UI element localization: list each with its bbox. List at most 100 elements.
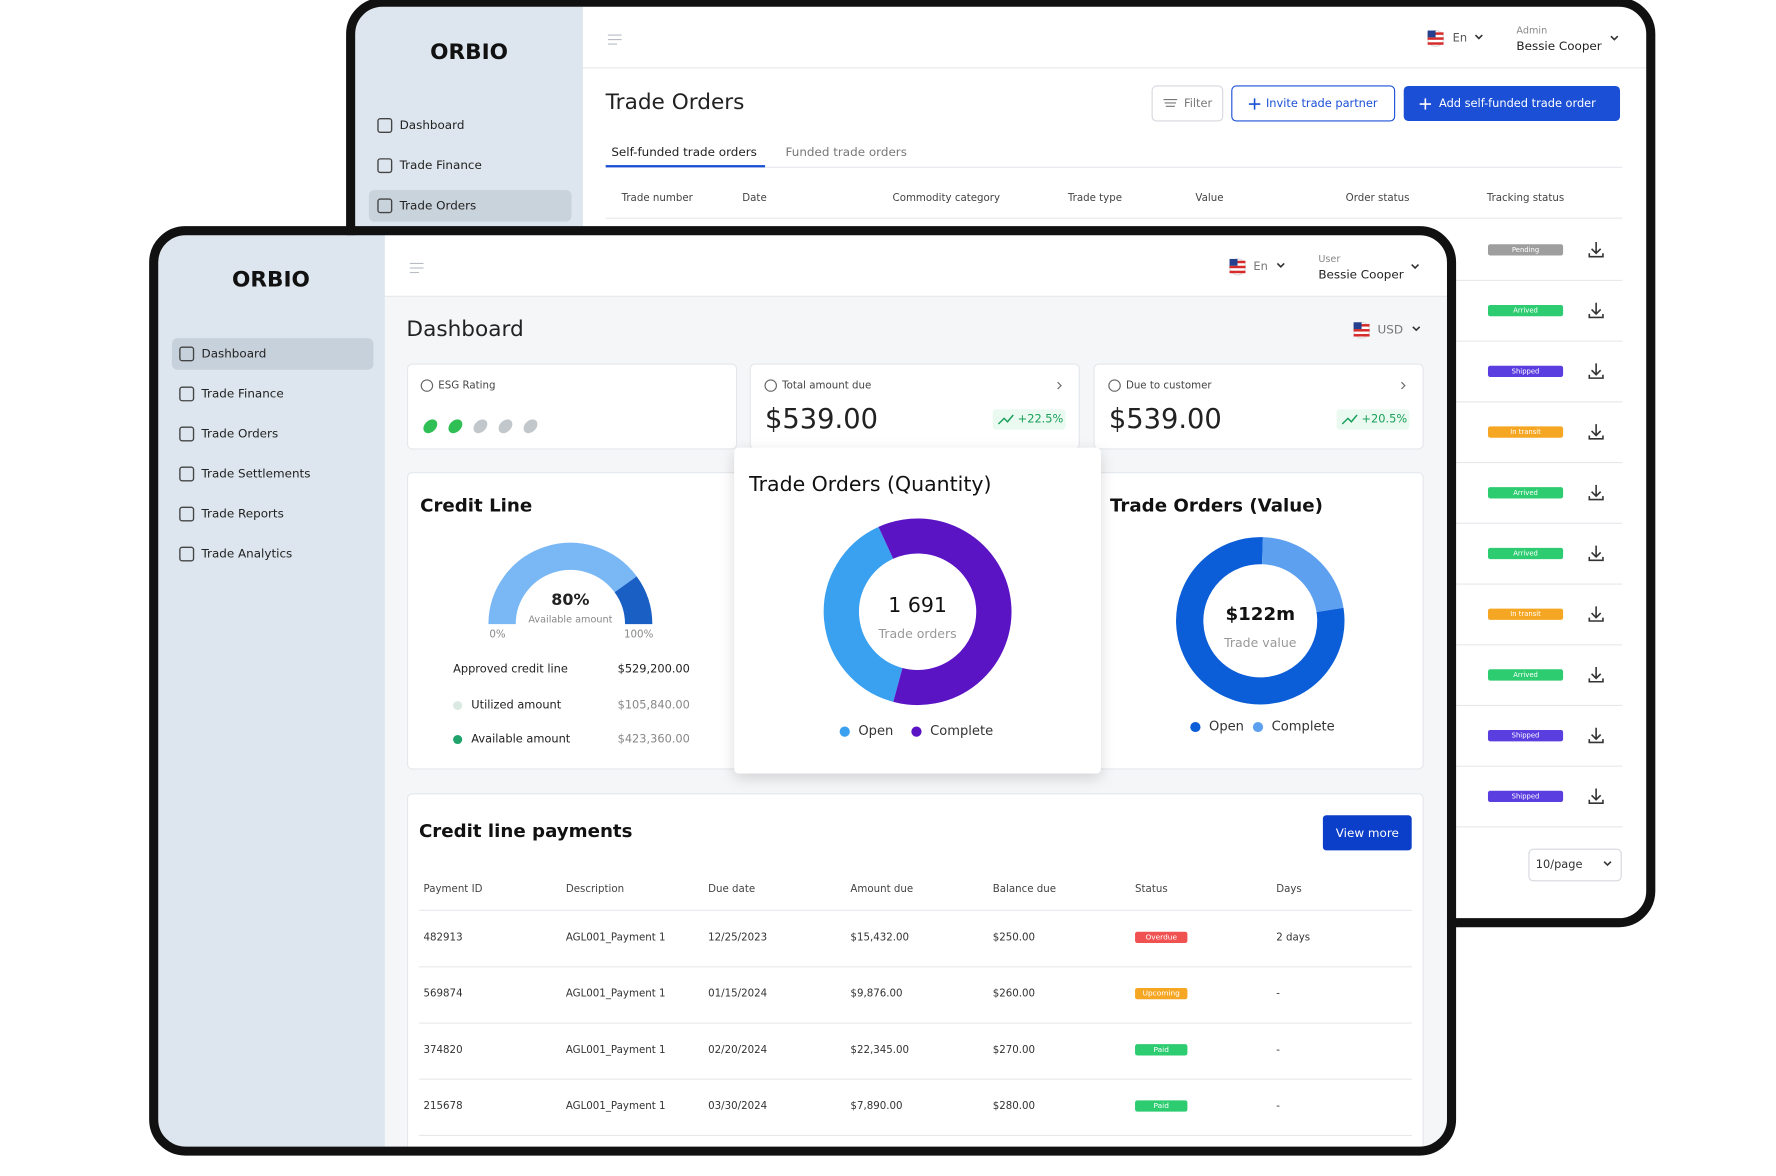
language: En [1253, 259, 1267, 273]
status-label: Shipped [1512, 792, 1540, 800]
flag-icon [1228, 258, 1247, 276]
status-label: Shipped [1512, 367, 1540, 375]
esg-leaf [523, 419, 538, 434]
status-badge [1487, 244, 1564, 256]
chevron [1603, 861, 1612, 867]
flag-stripe [1427, 37, 1444, 40]
nav-item[interactable]: Trade Analytics [201, 547, 293, 561]
download-icon[interactable] [1588, 545, 1604, 562]
nav-icon [179, 386, 195, 402]
arrow[interactable] [1057, 381, 1062, 390]
status-badge [1487, 304, 1564, 317]
cell: $270.00 [993, 1045, 1035, 1056]
flag-canton [1427, 30, 1436, 38]
flag-stripe [1229, 265, 1246, 269]
column-header: Status [1135, 884, 1168, 895]
status-label: Paid [1154, 1101, 1169, 1110]
legend-label: Complete [930, 724, 993, 739]
column-header: Value [1195, 193, 1223, 204]
tab[interactable]: Self-funded trade orders [611, 145, 757, 159]
flag-canton [1353, 322, 1362, 330]
nav-item[interactable]: Trade Finance [399, 158, 482, 172]
legend-label: Open [1209, 720, 1244, 735]
download-icon[interactable] [1588, 302, 1604, 319]
flag-stripe [1353, 334, 1370, 337]
view-more-button[interactable] [1322, 815, 1412, 851]
legend-dot [1252, 721, 1264, 733]
nav-item[interactable]: Trade Settlements [201, 467, 311, 481]
chevron [1412, 326, 1421, 332]
cell: $9,876.00 [850, 989, 902, 1000]
nav-item[interactable]: Dashboard [400, 118, 465, 132]
donut-segment [823, 526, 904, 702]
download-icon[interactable] [1588, 788, 1604, 804]
cell: $260.00 [993, 989, 1035, 1000]
legend-dot [839, 726, 850, 737]
button-label: Invite trade partner [1266, 96, 1378, 110]
flag-stripe [1427, 42, 1444, 45]
download-icon[interactable] [1588, 484, 1604, 501]
page-size-select[interactable] [1528, 848, 1622, 882]
column-header: Commodity category [893, 193, 1001, 204]
legend-dot [911, 726, 922, 737]
status-label: Pending [1512, 246, 1539, 254]
cell: 215678 [424, 1101, 463, 1112]
status-badge [1487, 365, 1564, 377]
esg-leaf [473, 419, 488, 434]
status-label: Arrived [1513, 550, 1538, 558]
column-header: Date [742, 193, 766, 204]
tab[interactable]: Funded trade orders [786, 145, 907, 159]
status-badge [1135, 1044, 1188, 1056]
donut-center-value: 1 691 [888, 593, 947, 617]
download-icon[interactable] [1588, 667, 1604, 683]
row-value: $105,840.00 [618, 698, 690, 712]
status-badge [1487, 426, 1564, 438]
column-header: Description [566, 884, 624, 895]
language: En [1453, 30, 1467, 44]
status-badge [1487, 547, 1564, 560]
column-header: Amount due [850, 884, 913, 895]
download-icon[interactable] [1588, 727, 1604, 744]
currency: USD [1378, 323, 1404, 337]
legend-dot [453, 701, 463, 711]
row-label: Approved credit line [453, 661, 568, 675]
arrow[interactable] [1401, 381, 1406, 390]
flag-stripe [1229, 270, 1246, 274]
cell: $280.00 [993, 1101, 1035, 1112]
filter-button[interactable] [1151, 85, 1224, 122]
page-title: Trade Orders [605, 90, 745, 115]
download-icon[interactable] [1588, 606, 1604, 622]
download-icon[interactable] [1588, 241, 1604, 258]
tab-underline [605, 165, 766, 168]
status-label: Arrived [1513, 307, 1538, 315]
chevron [1610, 35, 1619, 41]
invite-button[interactable] [1231, 85, 1396, 122]
status-label: Arrived [1513, 671, 1538, 679]
nav-icon [377, 118, 393, 133]
nav-icon [377, 158, 393, 174]
download-icon[interactable] [1588, 363, 1604, 379]
nav-item[interactable]: Trade Orders [399, 198, 477, 212]
column-header: Trade type [1067, 193, 1122, 204]
nav-icon [179, 506, 195, 522]
nav-item[interactable]: Trade Reports [201, 507, 284, 521]
cell: 374820 [424, 1045, 463, 1056]
change: +20.5% [1362, 412, 1408, 426]
status-label: In transit [1510, 610, 1541, 618]
page-size: 10/page [1536, 857, 1583, 871]
status-badge [1135, 1100, 1188, 1112]
gauge-tick: 100% [624, 629, 654, 640]
download-icon[interactable] [1588, 424, 1604, 440]
nav-active [368, 189, 572, 222]
add-button[interactable] [1403, 85, 1621, 121]
column-header: Due date [708, 884, 755, 895]
card-value: $539.00 [1109, 404, 1222, 435]
card [407, 363, 738, 450]
card-label: Total amount due [781, 381, 871, 392]
nav-item[interactable]: Dashboard [202, 346, 267, 360]
nav-item[interactable]: Trade Finance [201, 386, 284, 400]
nav-item[interactable]: Trade Orders [201, 427, 279, 441]
change-badge [1336, 409, 1410, 430]
front-window: ORBIO Dashboard Trade Finance Trade Orders T… [158, 235, 1447, 1147]
